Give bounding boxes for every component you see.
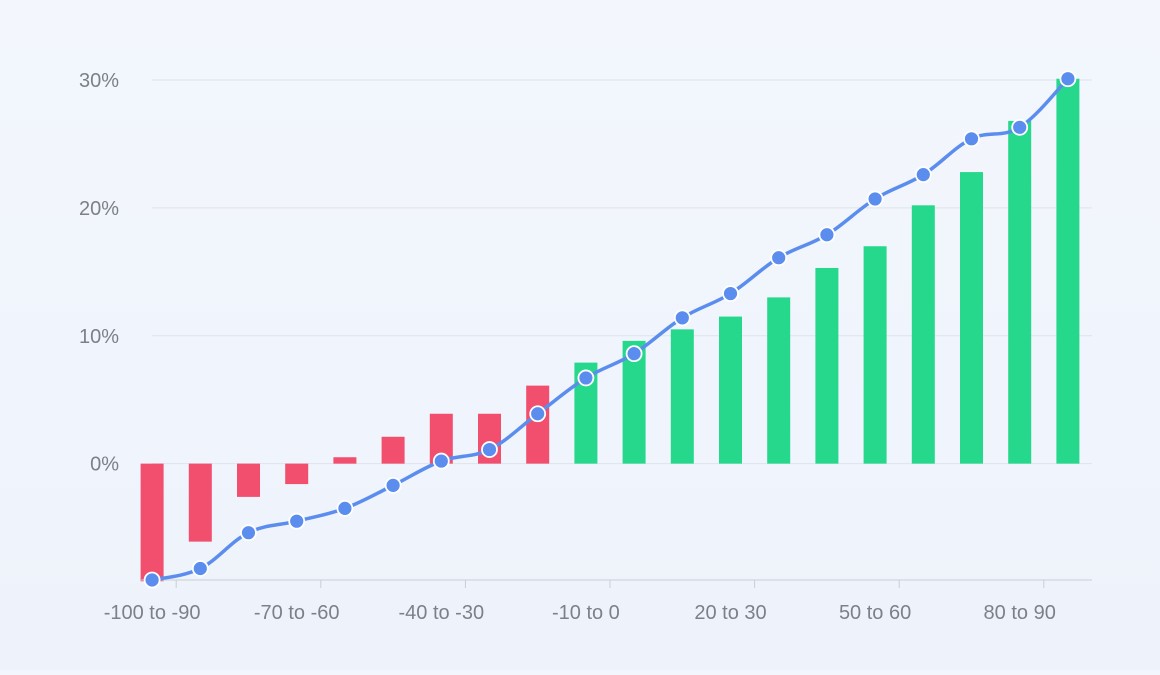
line-point[interactable] — [191, 560, 209, 577]
bar — [815, 267, 839, 464]
line-point[interactable] — [866, 190, 884, 208]
x-tick-label: 20 to 30 — [694, 602, 766, 624]
bar — [622, 340, 646, 464]
bar — [429, 413, 453, 464]
line-point[interactable] — [818, 226, 836, 244]
bar — [719, 316, 742, 464]
bar — [140, 463, 164, 582]
x-tick-label: -40 to -30 — [398, 602, 484, 624]
x-axis-tick-labels: -100 to -90 -70 to -60 -40 to -30 -10 to 0 2… — [104, 602, 1056, 624]
bar — [767, 297, 791, 464]
line-point[interactable] — [529, 405, 547, 423]
x-tick-label: -70 to -60 — [254, 602, 340, 624]
line-point[interactable] — [384, 476, 402, 494]
bar — [911, 205, 935, 464]
y-axis-tick-labels: 0% 10% 20% 30% — [79, 70, 119, 476]
line-point[interactable] — [143, 571, 161, 589]
line-point[interactable] — [673, 309, 691, 327]
bar — [237, 463, 260, 497]
line-point[interactable] — [1011, 118, 1029, 136]
x-tick-label: 50 to 60 — [839, 602, 911, 624]
y-tick-label: 10% — [79, 326, 119, 348]
line-point[interactable] — [770, 249, 788, 267]
line-point[interactable] — [288, 512, 306, 530]
y-tick-label: 30% — [79, 70, 119, 92]
bar — [381, 436, 405, 464]
bar — [960, 172, 983, 464]
line-point[interactable] — [1059, 70, 1077, 88]
bar-series — [140, 78, 1080, 582]
line-point[interactable] — [336, 499, 354, 517]
bar — [285, 463, 309, 485]
line-point[interactable] — [914, 166, 932, 184]
line-point[interactable] — [577, 369, 595, 387]
bar — [1056, 78, 1080, 464]
line-point[interactable] — [963, 130, 980, 148]
bar — [188, 463, 212, 542]
y-tick-label: 20% — [79, 198, 119, 220]
x-tick-label: -10 to 0 — [552, 602, 620, 624]
x-tick-label: 80 to 90 — [984, 602, 1056, 624]
line-point[interactable] — [722, 285, 739, 302]
grid-lines — [152, 79, 1092, 465]
line-point[interactable] — [625, 345, 643, 363]
line-point[interactable] — [481, 441, 498, 458]
bar — [1008, 120, 1032, 464]
bar — [574, 362, 598, 464]
bar — [863, 246, 887, 464]
y-tick-label: 0% — [90, 454, 119, 476]
x-tick-label: -100 to -90 — [104, 602, 201, 624]
line-point[interactable] — [432, 452, 450, 470]
x-axis — [140, 579, 1092, 588]
bar — [526, 385, 550, 464]
bar — [670, 329, 694, 464]
bar — [333, 457, 357, 464]
line-point[interactable] — [240, 524, 257, 542]
line-markers — [143, 70, 1077, 589]
